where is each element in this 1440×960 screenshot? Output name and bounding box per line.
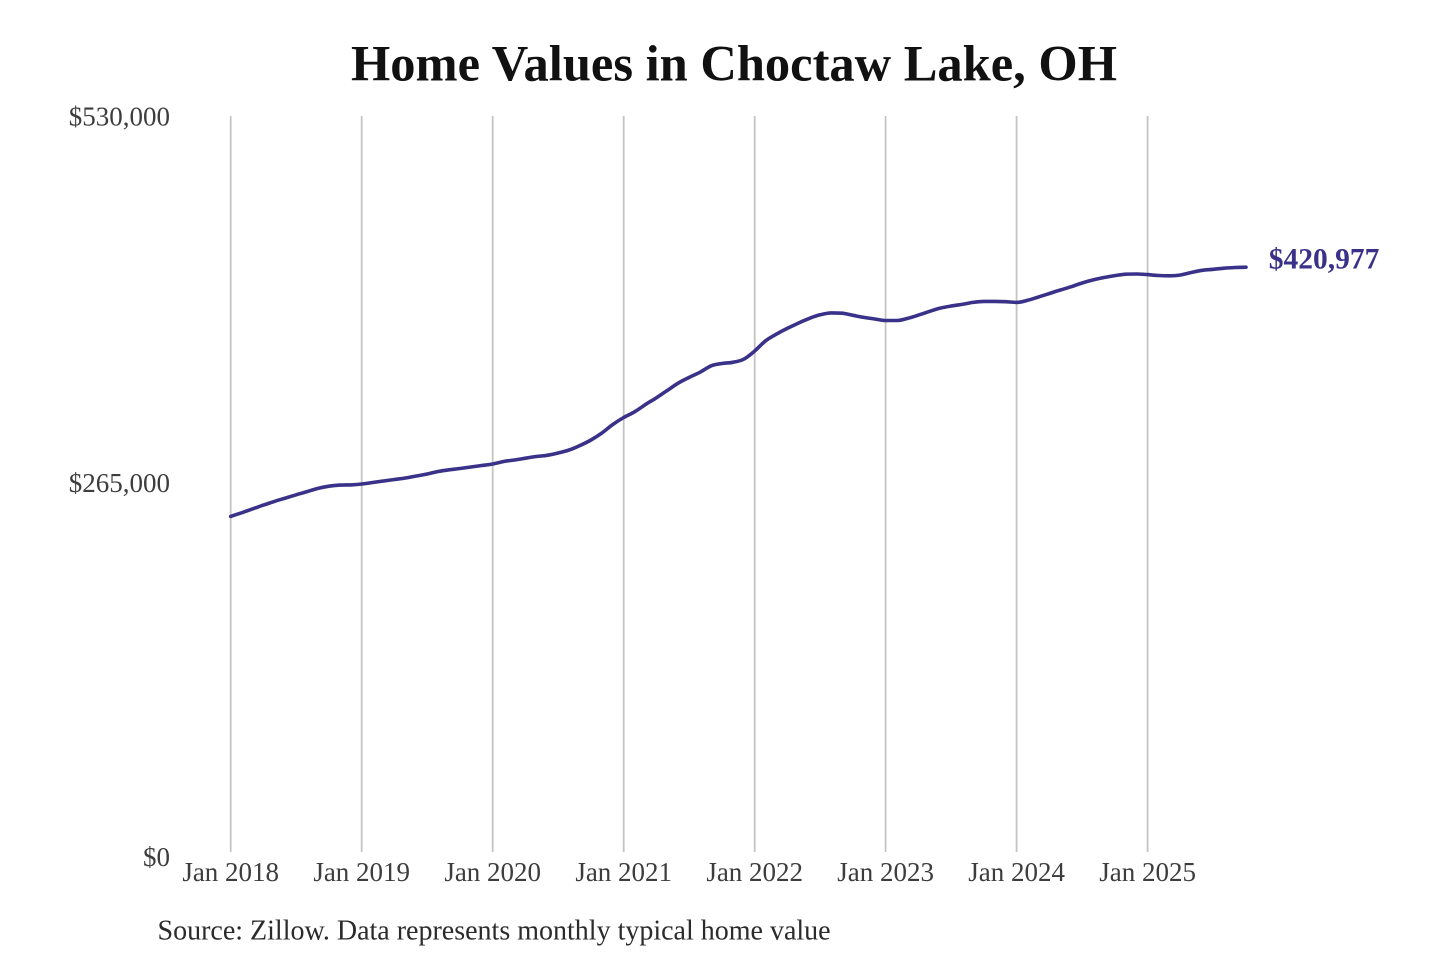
svg-text:Jan 2025: Jan 2025 xyxy=(1099,857,1196,887)
svg-text:Jan 2024: Jan 2024 xyxy=(968,857,1065,887)
svg-text:$420,977: $420,977 xyxy=(1269,244,1380,276)
svg-text:Jan 2023: Jan 2023 xyxy=(837,857,934,887)
svg-text:Jan 2020: Jan 2020 xyxy=(444,857,541,887)
svg-text:Home Values in Choctaw Lake, O: Home Values in Choctaw Lake, OH xyxy=(351,36,1117,92)
svg-text:$265,000: $265,000 xyxy=(69,468,170,498)
svg-text:Jan 2018: Jan 2018 xyxy=(182,857,279,887)
svg-text:Jan 2021: Jan 2021 xyxy=(575,857,672,887)
svg-text:Jan 2022: Jan 2022 xyxy=(706,857,803,887)
svg-text:Jan 2019: Jan 2019 xyxy=(313,857,410,887)
svg-text:Source: Zillow. Data represent: Source: Zillow. Data represents monthly … xyxy=(158,916,831,947)
svg-text:$0: $0 xyxy=(143,842,170,872)
svg-text:$530,000: $530,000 xyxy=(69,102,170,132)
